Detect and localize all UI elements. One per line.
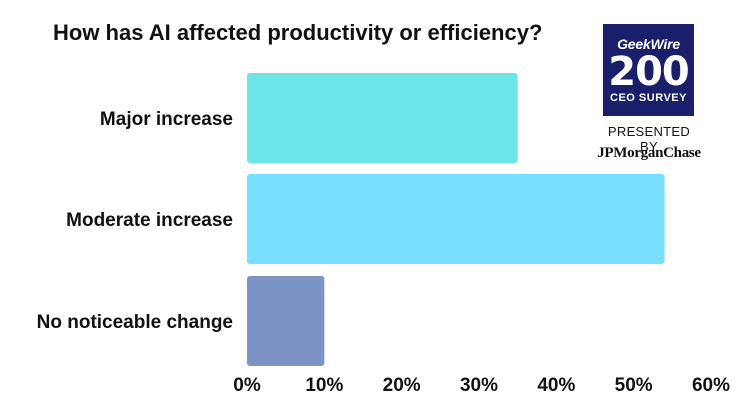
bar-moderate-increase bbox=[247, 174, 665, 264]
category-label: No noticeable change bbox=[37, 312, 233, 333]
logo-brand: GeekWire bbox=[617, 35, 680, 52]
x-tick-label: 60% bbox=[692, 375, 730, 396]
x-tick-label: 30% bbox=[460, 375, 498, 396]
logo-subtitle: CEO SURVEY bbox=[610, 91, 687, 104]
x-tick-label: 50% bbox=[615, 375, 653, 396]
sponsor-logo: JPMorganChase bbox=[597, 145, 701, 161]
x-axis-tick-labels: 0% 10% 20% 30% 40% 50% 60% bbox=[233, 375, 730, 396]
bar-no-noticeable-change bbox=[247, 276, 325, 366]
category-label: Major increase bbox=[100, 109, 233, 130]
x-tick-label: 10% bbox=[305, 375, 343, 396]
bar-major-increase bbox=[247, 73, 518, 163]
geekwire-200-logo: GeekWire 200 CEO SURVEY bbox=[603, 24, 694, 116]
x-tick-label: 0% bbox=[233, 375, 261, 396]
category-label: Moderate increase bbox=[66, 210, 233, 231]
x-tick-label: 20% bbox=[383, 375, 421, 396]
category-labels: Major increase Moderate increase No notice… bbox=[37, 109, 233, 333]
logo-number: 200 bbox=[608, 48, 689, 95]
x-tick-label: 40% bbox=[537, 375, 575, 396]
bars-group bbox=[247, 73, 665, 366]
presented-by-label: PRESENTED BY bbox=[607, 124, 691, 154]
chart-title: How has AI affected productivity or effi… bbox=[53, 20, 543, 45]
